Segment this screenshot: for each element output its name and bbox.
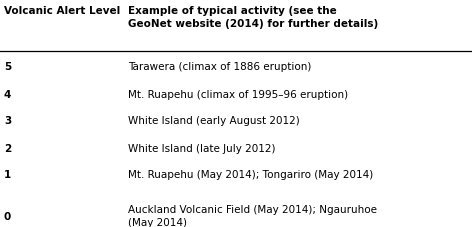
Text: White Island (early August 2012): White Island (early August 2012) <box>128 116 300 126</box>
Text: (May 2014): (May 2014) <box>128 217 187 227</box>
Text: Mt. Ruapehu (climax of 1995–96 eruption): Mt. Ruapehu (climax of 1995–96 eruption) <box>128 89 348 99</box>
Text: Auckland Volcanic Field (May 2014); Ngauruhoe: Auckland Volcanic Field (May 2014); Ngau… <box>128 204 377 214</box>
Text: 0: 0 <box>4 211 11 220</box>
Text: 3: 3 <box>4 116 11 126</box>
Text: 1: 1 <box>4 170 11 180</box>
Text: 2: 2 <box>4 143 11 153</box>
Text: Tarawera (climax of 1886 eruption): Tarawera (climax of 1886 eruption) <box>128 62 312 72</box>
Text: White Island (late July 2012): White Island (late July 2012) <box>128 143 276 153</box>
Text: 5: 5 <box>4 62 11 72</box>
Text: 4: 4 <box>4 89 11 99</box>
Text: Mt. Ruapehu (May 2014); Tongariro (May 2014): Mt. Ruapehu (May 2014); Tongariro (May 2… <box>128 170 373 180</box>
Text: Volcanic Alert Level: Volcanic Alert Level <box>4 6 120 16</box>
Text: GeoNet website (2014) for further details): GeoNet website (2014) for further detail… <box>128 19 378 29</box>
Text: Example of typical activity (see the: Example of typical activity (see the <box>128 6 337 16</box>
